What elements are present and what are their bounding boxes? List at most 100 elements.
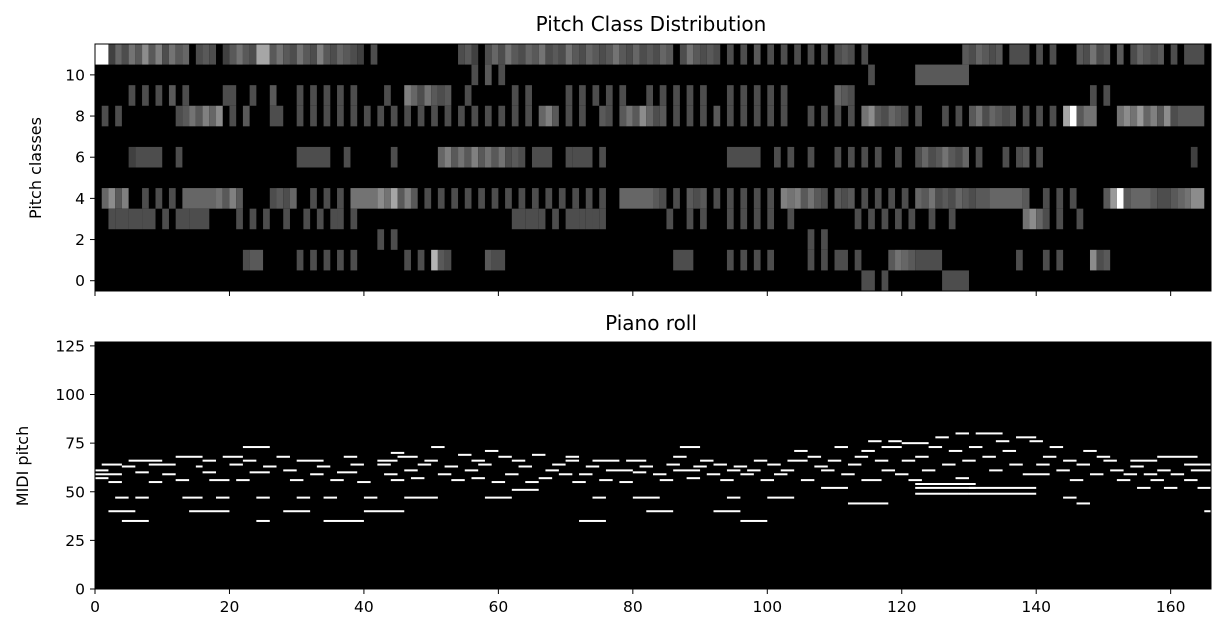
piano-roll-note bbox=[1204, 510, 1211, 513]
pitch-class-cell bbox=[767, 208, 775, 230]
pitch-class-cell bbox=[915, 188, 922, 209]
piano-roll-note bbox=[861, 479, 882, 482]
pitch-class-cell bbox=[384, 85, 391, 106]
pitch-class-cell bbox=[1103, 249, 1111, 271]
pitch-class-cell bbox=[1076, 208, 1084, 230]
pitch-class-cell bbox=[404, 85, 411, 106]
pitch-class-cell bbox=[807, 249, 815, 271]
piano-roll-note bbox=[175, 479, 190, 482]
pitch-class-cell bbox=[505, 146, 512, 168]
piano-roll-note bbox=[928, 446, 943, 449]
pitch-class-cell bbox=[101, 105, 109, 127]
pitch-class-cell bbox=[552, 208, 559, 230]
piano-roll-note bbox=[1150, 479, 1164, 482]
piano-roll-xtick-label: 100 bbox=[752, 598, 782, 616]
pitch-class-cell bbox=[653, 44, 660, 65]
pitch-class-cell bbox=[572, 188, 580, 209]
pitch-class-cell bbox=[1110, 188, 1117, 209]
pitch-class-cell bbox=[323, 85, 331, 106]
pitch-class-cell bbox=[1157, 188, 1171, 209]
pitch-class-cell bbox=[484, 44, 492, 65]
pitch-class-cell bbox=[982, 105, 990, 127]
pitch-class-cell bbox=[95, 44, 109, 65]
piano-roll-note bbox=[1170, 473, 1185, 476]
pitch-class-cell bbox=[350, 188, 378, 209]
piano-roll-note bbox=[915, 483, 976, 486]
pitch-class-cell bbox=[552, 105, 559, 127]
pitch-class-cell bbox=[310, 44, 317, 65]
piano-roll-note bbox=[121, 519, 149, 522]
pitch-class-cell bbox=[511, 85, 519, 106]
pitch-class-cell bbox=[834, 44, 842, 65]
pitch-class-cell bbox=[471, 64, 479, 86]
pitch-class-cell bbox=[632, 105, 640, 127]
piano-roll-note bbox=[760, 479, 775, 482]
piano-roll-note bbox=[256, 519, 270, 522]
pitch-class-cell bbox=[740, 105, 748, 127]
piano-roll-note bbox=[767, 463, 781, 466]
pitch-class-cell bbox=[599, 105, 606, 127]
pitch-class-cell bbox=[195, 105, 203, 127]
pitch-class-cell bbox=[182, 188, 217, 209]
pitch-class-cell bbox=[1042, 249, 1050, 271]
pitch-class-cell bbox=[1130, 105, 1138, 127]
pitch-class-cell bbox=[1089, 85, 1097, 106]
pitch-class-cell bbox=[599, 188, 606, 209]
pitch-class-cell bbox=[1157, 105, 1164, 127]
pitch-class-cell bbox=[229, 105, 237, 127]
pitch-class-cell bbox=[565, 146, 573, 168]
pitch-class-cell bbox=[390, 146, 398, 168]
pitch-class-y-ticks: 0 2 4 6 8 10 bbox=[65, 66, 95, 290]
pitch-class-cell bbox=[142, 188, 149, 209]
piano-roll-note bbox=[1130, 465, 1144, 468]
pitch-class-cell bbox=[948, 208, 956, 230]
piano-roll-note bbox=[619, 481, 633, 484]
piano-roll-note bbox=[108, 510, 136, 513]
piano-roll-note bbox=[484, 449, 499, 452]
piano-roll-note bbox=[337, 471, 358, 474]
piano-roll-note bbox=[1096, 455, 1111, 458]
pitch-class-cell bbox=[242, 249, 250, 271]
piano-roll-note bbox=[135, 471, 149, 474]
pitch-class-cell bbox=[861, 146, 869, 168]
piano-roll-title: Piano roll bbox=[605, 311, 697, 335]
pitch-class-cell bbox=[404, 249, 411, 271]
piano-roll-axes: 0 25 50 75 100 125 0 20 40 60 80 100 120 140 160 bbox=[55, 337, 1212, 616]
pitch-class-cell bbox=[296, 44, 304, 65]
pitch-class-cell bbox=[162, 44, 169, 65]
pitch-class-cell bbox=[195, 44, 203, 65]
piano-roll-note bbox=[471, 459, 485, 462]
pitch-class-cell bbox=[1123, 188, 1131, 209]
pitch-class-cell bbox=[740, 188, 748, 209]
pitch-class-cell bbox=[767, 188, 775, 209]
pitch-class-cell bbox=[686, 188, 694, 209]
pitch-class-cell bbox=[478, 146, 485, 168]
pitch-class-cell bbox=[1103, 44, 1111, 65]
pitch-class-cell bbox=[854, 249, 862, 271]
piano-roll-note bbox=[895, 473, 909, 476]
pitch-class-cell bbox=[377, 105, 385, 127]
pitch-class-cell bbox=[276, 188, 284, 209]
pitch-class-cell bbox=[417, 105, 425, 127]
piano-roll-note bbox=[847, 502, 889, 505]
pitch-class-cells bbox=[95, 44, 1205, 291]
pitch-class-cell bbox=[565, 85, 573, 106]
pitch-class-cell bbox=[767, 105, 775, 127]
pitch-class-cell bbox=[491, 146, 499, 168]
pitch-class-cell bbox=[968, 105, 976, 127]
piano-roll-note bbox=[316, 465, 331, 468]
pitch-class-cell bbox=[726, 208, 734, 230]
pitch-class-cell bbox=[531, 146, 553, 168]
piano-roll-note bbox=[202, 471, 217, 474]
pitch-class-cell bbox=[565, 44, 573, 65]
piano-roll-note bbox=[1076, 463, 1090, 466]
pitch-class-cell bbox=[229, 188, 237, 209]
pitch-class-cell bbox=[538, 44, 546, 65]
piano-roll-note bbox=[800, 479, 815, 482]
pitch-class-cell bbox=[316, 208, 324, 230]
piano-roll-note bbox=[162, 473, 176, 476]
pitch-class-cell bbox=[337, 208, 344, 230]
pitch-class-cell bbox=[908, 249, 916, 271]
pitch-class-cell bbox=[242, 105, 250, 127]
piano-roll-note bbox=[901, 459, 916, 462]
